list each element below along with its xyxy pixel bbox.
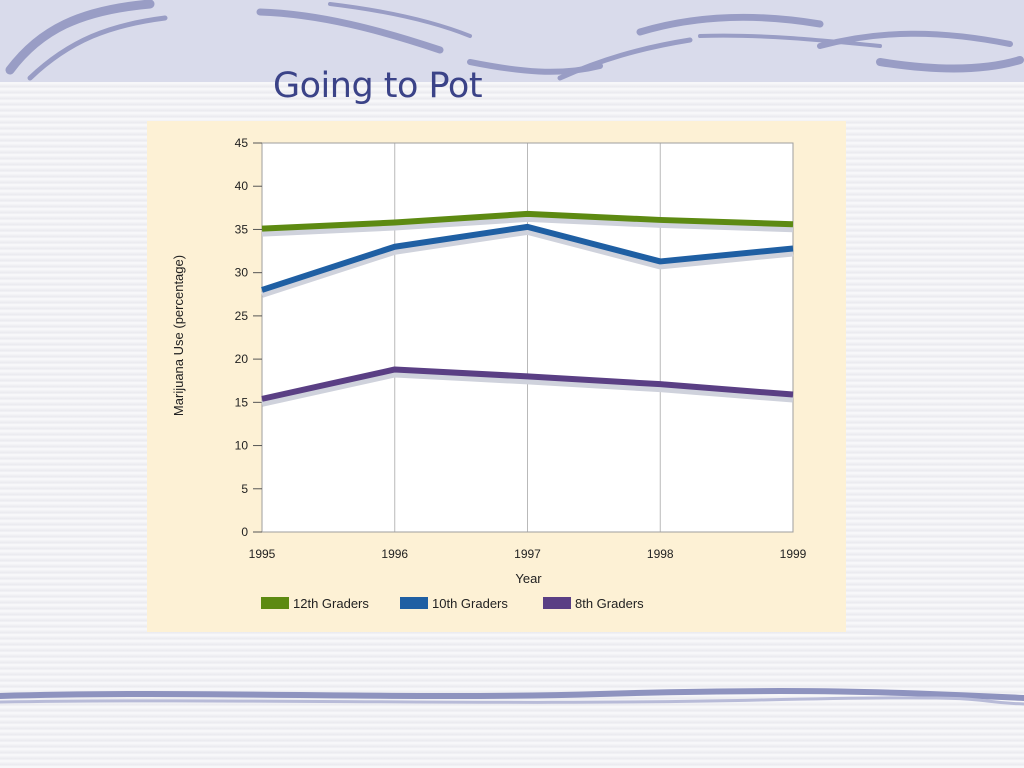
data-point xyxy=(394,222,395,223)
y-tick-label: 40 xyxy=(235,179,249,193)
legend-label: 10th Graders xyxy=(432,596,508,611)
y-tick-label: 15 xyxy=(235,395,249,409)
x-tick-label: 1996 xyxy=(381,547,408,561)
legend-swatch xyxy=(261,597,289,609)
x-tick-label: 1998 xyxy=(647,547,674,561)
line-chart: 0 5 10 15 20 25 30 35 40 45 1995 1996 1997 1998 1999 Ye… xyxy=(171,136,807,611)
data-point xyxy=(793,224,794,225)
legend-swatch xyxy=(543,597,571,609)
legend-swatch xyxy=(400,597,428,609)
plot-border xyxy=(261,142,794,533)
y-tick-label: 35 xyxy=(235,222,249,236)
data-point xyxy=(527,226,528,227)
series-line-0 xyxy=(261,210,794,232)
bottom-decorative-band xyxy=(0,688,1024,706)
series-shadow-1 xyxy=(261,228,794,298)
top-decorative-band xyxy=(0,0,1024,82)
data-point xyxy=(527,376,528,377)
legend-label: 12th Graders xyxy=(293,596,369,611)
x-axis-label: Year xyxy=(515,571,542,586)
x-tick-label: 1999 xyxy=(780,547,807,561)
data-point xyxy=(262,289,263,290)
x-tick-label: 1995 xyxy=(249,547,276,561)
y-tick-label: 45 xyxy=(235,136,249,150)
series-line-1 xyxy=(261,223,794,293)
data-point xyxy=(262,228,263,229)
series-shadow-0 xyxy=(261,215,794,237)
y-tick-label: 10 xyxy=(235,439,249,453)
y-tick-label: 30 xyxy=(235,266,249,280)
y-axis-label: Marijuana Use (percentage) xyxy=(171,255,186,416)
chart-panel: 0 5 10 15 20 25 30 35 40 45 1995 1996 1997 1998 1999 Ye… xyxy=(147,121,846,632)
legend-label: 8th Graders xyxy=(575,596,644,611)
y-tick-label: 5 xyxy=(241,482,248,496)
data-point xyxy=(394,369,395,370)
data-point xyxy=(793,394,794,395)
data-point xyxy=(527,213,528,214)
series-shadow-2 xyxy=(261,371,794,407)
series-line-2 xyxy=(261,366,794,402)
data-point xyxy=(793,248,794,249)
data-point xyxy=(660,261,661,262)
x-tick-label: 1997 xyxy=(514,547,541,561)
data-point xyxy=(660,219,661,220)
data-point xyxy=(660,384,661,385)
slide-title: Going to Pot xyxy=(273,66,483,106)
y-tick-label: 20 xyxy=(235,352,249,366)
y-tick-label: 0 xyxy=(241,525,248,539)
data-point xyxy=(394,246,395,247)
y-tick-label: 25 xyxy=(235,309,249,323)
data-point xyxy=(262,398,263,399)
